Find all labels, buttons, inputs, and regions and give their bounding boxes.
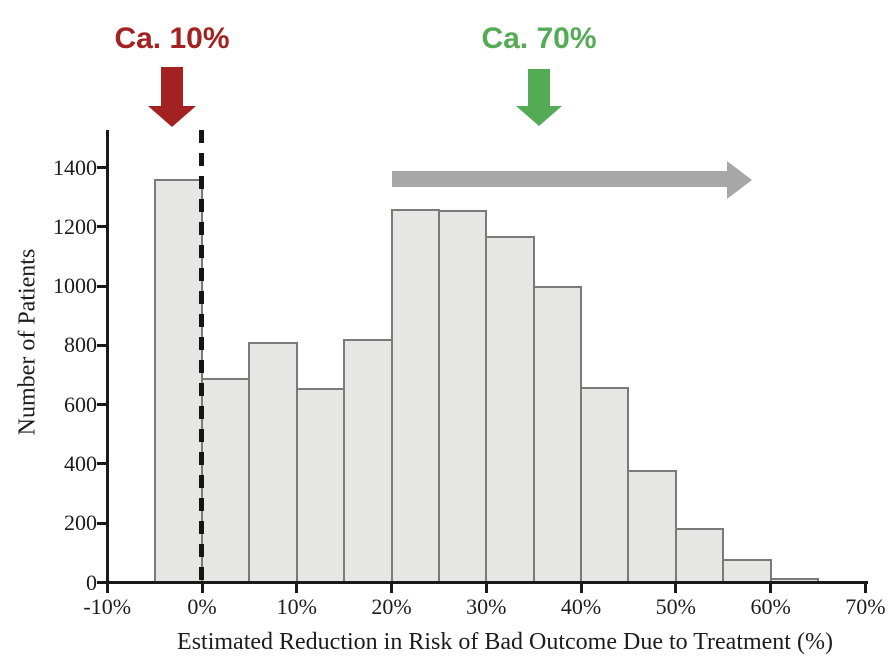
histogram-bar xyxy=(580,386,630,584)
y-axis-tick xyxy=(97,521,107,525)
y-axis-tick xyxy=(97,403,107,407)
y-axis-tick xyxy=(97,225,107,229)
zero-reference-dashed-line xyxy=(199,130,204,582)
y-axis-line xyxy=(106,130,109,584)
x-tick-label: 10% xyxy=(276,594,317,619)
y-tick-label: 400 xyxy=(64,450,97,476)
y-tick-label: 800 xyxy=(64,332,97,358)
green-down-arrow-icon xyxy=(528,69,550,107)
x-axis-tick xyxy=(769,581,773,593)
x-tick-label: 20% xyxy=(371,594,412,619)
x-axis-tick xyxy=(484,581,488,593)
x-tick-label: -10% xyxy=(83,594,132,619)
y-tick-label: 1200 xyxy=(53,213,97,239)
y-tick-label: 600 xyxy=(64,391,97,417)
red-down-arrow-icon xyxy=(161,67,183,107)
histogram-bar xyxy=(627,469,677,584)
x-axis-tick xyxy=(200,581,204,593)
histogram-bar xyxy=(390,209,440,584)
y-tick-label: 1000 xyxy=(53,273,97,299)
histogram-bar xyxy=(485,235,535,584)
x-axis-tick xyxy=(105,581,109,593)
x-tick-label: 70% xyxy=(845,594,886,619)
y-tick-label: 0 xyxy=(86,569,97,595)
histogram-bar xyxy=(201,377,251,584)
x-tick-label: 30% xyxy=(466,594,507,619)
green-down-arrowhead-icon xyxy=(516,106,562,126)
x-axis-title: Estimated Reduction in Risk of Bad Outco… xyxy=(177,629,833,655)
red-down-arrowhead-icon xyxy=(148,106,196,127)
x-axis-tick xyxy=(579,581,583,593)
x-tick-label: 0% xyxy=(187,594,217,619)
histogram-bar xyxy=(343,339,393,584)
histogram-bar xyxy=(722,558,772,584)
x-axis-tick xyxy=(674,581,678,593)
y-tick-label: 200 xyxy=(64,510,97,536)
histogram-bar xyxy=(437,210,488,584)
gray-right-arrowhead-icon xyxy=(727,161,752,199)
y-axis-tick xyxy=(97,166,107,169)
annotation-ca-70-label: Ca. 70% xyxy=(481,22,597,55)
y-axis-tick xyxy=(97,581,107,584)
y-axis-tick xyxy=(97,462,107,466)
x-axis-tick xyxy=(390,581,394,593)
histogram-bar xyxy=(295,388,346,584)
x-tick-label: 40% xyxy=(560,594,602,619)
x-tick-label: 60% xyxy=(750,594,791,619)
x-tick-label: 50% xyxy=(655,594,697,619)
y-tick-label: 1400 xyxy=(53,154,97,180)
x-axis-tick xyxy=(863,581,867,593)
histogram-bar xyxy=(532,286,583,584)
y-axis-tick xyxy=(97,343,107,347)
x-axis-tick xyxy=(295,581,299,593)
histogram-bar xyxy=(674,527,725,584)
gray-right-arrow-icon xyxy=(392,171,727,187)
histogram-bar xyxy=(248,342,298,584)
annotation-ca-10-label: Ca. 10% xyxy=(114,22,230,55)
y-axis-tick xyxy=(97,284,107,288)
histogram-bar xyxy=(153,179,203,584)
